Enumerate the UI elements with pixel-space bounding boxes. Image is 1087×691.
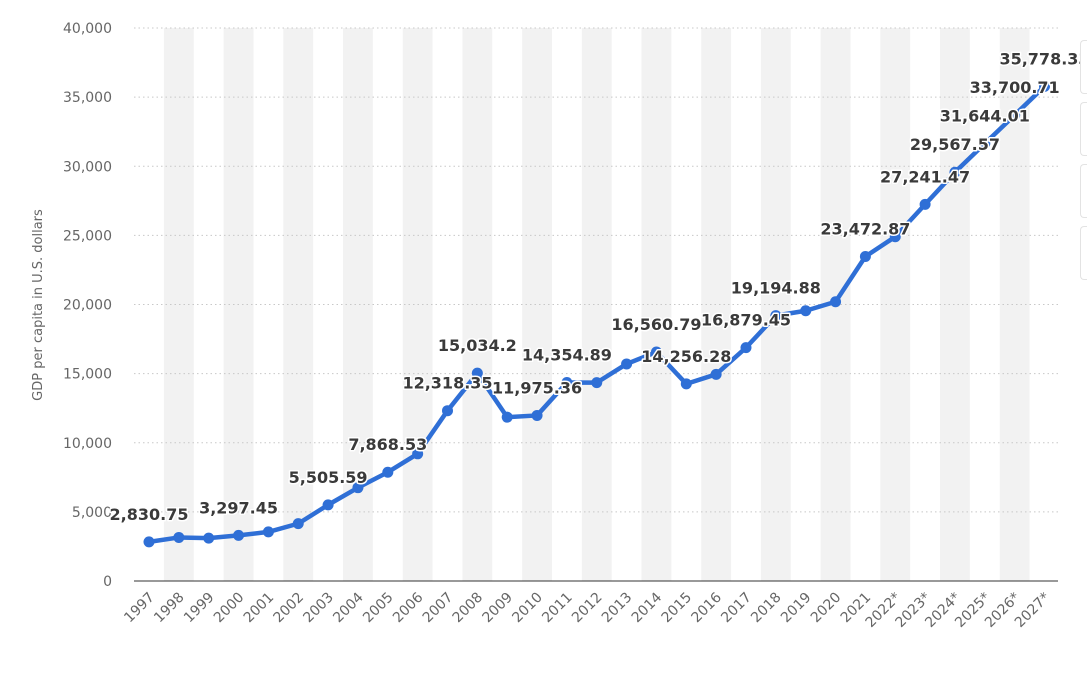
x-tick-label: 2008 (450, 590, 487, 627)
data-point (382, 466, 394, 478)
x-tick-label: 2004 (330, 589, 367, 626)
data-label: 2,830.75 (110, 505, 189, 524)
data-point (471, 367, 483, 379)
data-label: 11,975.36 (492, 378, 582, 397)
data-point (710, 368, 722, 380)
x-axis-tick-labels: 1997199819992000200120022003200420052006… (121, 589, 1053, 631)
x-tick-label: 2007 (420, 590, 457, 627)
y-tick-label: 35,000 (63, 90, 112, 106)
side-panel-tab[interactable] (1080, 164, 1087, 218)
x-tick-label: 1998 (151, 590, 188, 627)
data-point (919, 198, 931, 210)
x-tick-label: 2017 (718, 590, 755, 627)
x-tick-label: 2011 (539, 590, 576, 627)
data-point (412, 448, 424, 460)
x-tick-label: 1997 (121, 590, 158, 627)
data-point (501, 411, 513, 423)
x-tick-label: 2006 (390, 589, 427, 626)
data-point (442, 405, 453, 417)
x-tick-label: 2018 (748, 590, 785, 627)
data-point (770, 310, 782, 322)
x-tick-label: 2016 (688, 589, 725, 626)
data-point (203, 532, 215, 544)
data-label: 14,256.28 (641, 347, 731, 366)
x-tick-label: 2015 (659, 590, 696, 627)
data-label: 23,472.87 (820, 219, 910, 238)
y-tick-label: 5,000 (72, 505, 112, 521)
data-label: 35,778.33 (999, 49, 1087, 68)
data-point (173, 531, 185, 543)
side-panel-tab[interactable] (1080, 102, 1087, 156)
data-point (1039, 80, 1050, 92)
data-point (561, 377, 573, 389)
data-labels: 2,830.75 3,297.45 5,505.59 7,868.53 12,318.3… (108, 48, 1087, 526)
series-gdp-per-capita (143, 80, 1050, 548)
side-panel-tab[interactable] (1080, 40, 1087, 94)
x-tick-label: 2014 (629, 589, 666, 626)
data-point (262, 526, 274, 538)
data-label: 16,879.45 (701, 311, 791, 330)
data-label: 27,241.47 (880, 167, 970, 186)
data-label: 19,194.88 (731, 279, 821, 298)
data-point (889, 231, 901, 243)
data-point (143, 536, 155, 548)
data-point (800, 305, 812, 317)
y-tick-label: 10,000 (63, 436, 112, 452)
data-point (680, 378, 692, 390)
y-tick-label: 20,000 (63, 298, 112, 314)
side-panel-tab[interactable] (1080, 226, 1087, 280)
x-tick-label: 2005 (360, 590, 397, 627)
data-point (979, 138, 991, 150)
x-tick-label: 1999 (181, 590, 218, 627)
x-tick-label: 2009 (480, 590, 517, 627)
data-label: 15,034.2 (438, 336, 517, 355)
x-tick-label: 2002 (271, 590, 308, 627)
x-tick-label: 2003 (300, 590, 337, 627)
x-tick-label: 2013 (599, 590, 636, 627)
data-point (352, 482, 364, 494)
data-point (591, 377, 603, 389)
data-point (292, 518, 304, 530)
data-label: 7,868.53 (348, 435, 427, 454)
y-tick-label: 0 (103, 574, 112, 590)
data-point (740, 342, 752, 354)
data-point (322, 499, 334, 511)
data-label: 31,644.01 (940, 107, 1030, 126)
column-band (760, 28, 791, 581)
data-point (233, 529, 245, 541)
data-point (621, 358, 633, 370)
x-tick-label: 2001 (241, 590, 278, 627)
data-label: 12,318.35 (402, 374, 492, 393)
x-tick-label: 2000 (211, 590, 248, 627)
data-point (650, 346, 662, 358)
data-point (1009, 109, 1021, 121)
data-label: 29,567.57 (910, 135, 1000, 154)
x-tick-label: 2020 (808, 590, 845, 627)
column-band (522, 28, 552, 581)
y-tick-label: 25,000 (63, 228, 112, 244)
gridlines (134, 27, 1058, 513)
data-label: 33,700.71 (970, 78, 1060, 97)
y-tick-label: 15,000 (63, 367, 112, 383)
data-label: 16,560.79 (611, 315, 701, 334)
data-label: 3,297.45 (199, 498, 278, 517)
data-point (830, 296, 842, 308)
data-point (531, 409, 543, 421)
y-axis-tick-labels: 0 5,000 10,000 15,000 20,000 25,000 30,000 35,0… (63, 21, 112, 590)
y-tick-label: 40,000 (63, 21, 112, 37)
data-label: 14,354.89 (522, 346, 612, 365)
data-point (859, 250, 871, 262)
data-point (949, 166, 961, 178)
y-tick-label: 30,000 (63, 159, 112, 175)
x-tick-label: 2019 (778, 590, 815, 627)
x-tick-label: 2012 (569, 590, 606, 627)
y-axis-title: GDP per capita in U.S. dollars (31, 209, 46, 401)
x-tick-label: 2010 (509, 590, 546, 627)
data-label: 5,505.59 (289, 468, 368, 487)
